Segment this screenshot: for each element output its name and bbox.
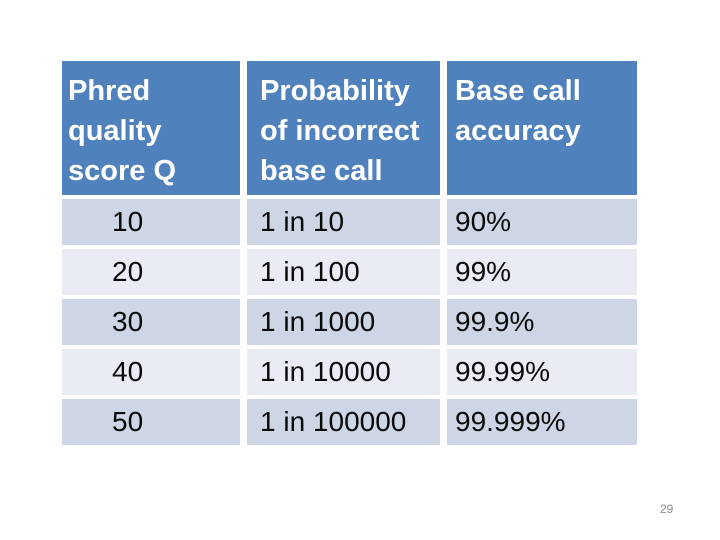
table-cell-q-score: 30 (62, 299, 240, 345)
table-cell-q-score: 20 (62, 249, 240, 295)
table-cell-accuracy: 99.999% (447, 399, 637, 445)
table-cell-probability: 1 in 100 (247, 249, 440, 295)
table-header-phred-quality-score: Phred quality score Q (62, 61, 240, 195)
table-cell-accuracy: 99.99% (447, 349, 637, 395)
table-header-base-call-accuracy: Base call accuracy (447, 61, 637, 195)
table-cell-q-score: 50 (62, 399, 240, 445)
table-header-probability-incorrect: Probability of incorrect base call (247, 61, 440, 195)
table-cell-probability: 1 in 10000 (247, 349, 440, 395)
table-cell-probability: 1 in 10 (247, 199, 440, 245)
table-cell-probability: 1 in 1000 (247, 299, 440, 345)
table-cell-accuracy: 90% (447, 199, 637, 245)
table-cell-probability: 1 in 100000 (247, 399, 440, 445)
slide-page-number: 29 (660, 502, 674, 516)
table-cell-accuracy: 99% (447, 249, 637, 295)
table-cell-accuracy: 99.9% (447, 299, 637, 345)
table-cell-q-score: 10 (62, 199, 240, 245)
table-cell-q-score: 40 (62, 349, 240, 395)
phred-quality-table: Phred quality score Q Probability of inc… (62, 61, 637, 445)
